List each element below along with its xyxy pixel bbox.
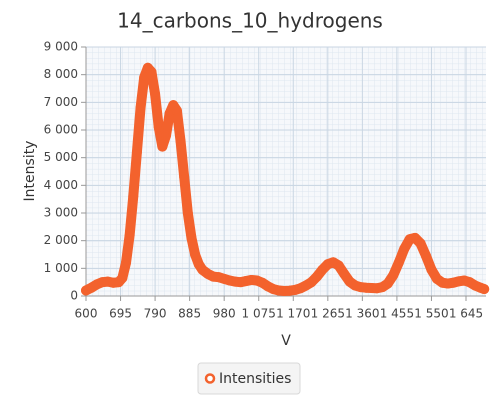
x-tick-label: 1 455 — [380, 307, 414, 321]
point — [153, 122, 164, 133]
chart-title: 14_carbons_10_hydrogens — [117, 9, 383, 33]
point — [399, 243, 410, 254]
point — [157, 141, 168, 152]
point — [415, 238, 426, 249]
point — [124, 230, 135, 241]
x-tick-label: 600 — [75, 307, 98, 321]
point — [311, 271, 322, 282]
point — [131, 147, 142, 158]
point — [382, 278, 393, 289]
legend — [197, 362, 301, 395]
point — [121, 257, 131, 268]
y-tick-label: 5 000 — [44, 150, 78, 164]
point — [161, 130, 171, 141]
x-tick-label: 1 645 — [449, 307, 483, 321]
legend-label: Intensities — [219, 371, 291, 387]
x-tick-label: 1 550 — [414, 307, 448, 321]
point — [421, 250, 431, 261]
x-tick-label: 695 — [109, 307, 132, 321]
point — [135, 102, 146, 113]
point — [190, 249, 201, 260]
point — [150, 89, 161, 100]
y-tick-label: 4 000 — [44, 178, 78, 192]
x-axis-label: V — [281, 333, 291, 349]
point — [175, 136, 186, 147]
y-axis-label: Intensity — [22, 141, 38, 202]
x-tick-label: 1 170 — [276, 307, 310, 321]
point — [117, 273, 128, 284]
y-tick-label: 1 000 — [44, 261, 78, 275]
y-tick-label: 3 000 — [44, 206, 78, 220]
point — [186, 232, 197, 243]
y-tick-label: 6 000 — [44, 123, 78, 137]
y-tick-label: 7 000 — [44, 95, 78, 109]
x-tick-label: 980 — [213, 307, 236, 321]
x-tick-label: 1 075 — [242, 307, 276, 321]
point — [179, 172, 190, 183]
point — [171, 105, 182, 116]
point — [146, 66, 157, 77]
y-tick-label: 8 000 — [44, 67, 78, 81]
point — [128, 191, 139, 202]
y-tick-label: 9 000 — [44, 40, 78, 54]
point — [182, 208, 193, 218]
x-tick-label: 790 — [144, 307, 167, 321]
point — [333, 260, 344, 271]
point — [393, 257, 404, 268]
x-tick-label: 1 265 — [311, 307, 345, 321]
point — [426, 264, 437, 275]
x-tick-label: 1 360 — [345, 307, 379, 321]
point — [339, 268, 350, 279]
y-tick-label: 2 000 — [44, 233, 78, 247]
point — [479, 284, 490, 295]
x-tick-label: 885 — [178, 307, 201, 321]
y-tick-label: 0 — [70, 289, 78, 303]
point — [388, 270, 399, 281]
legend-marker — [204, 373, 216, 384]
point — [139, 72, 150, 83]
